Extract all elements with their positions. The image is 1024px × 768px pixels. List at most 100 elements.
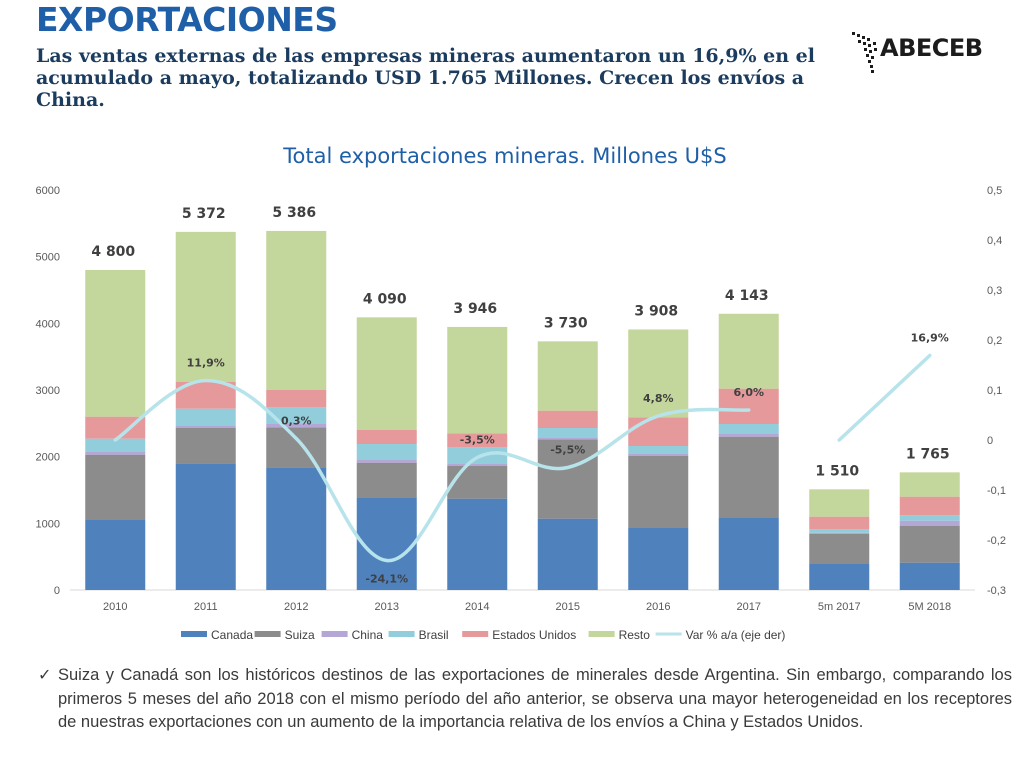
bar-total-label: 3 730	[544, 315, 588, 331]
x-category-label: 2012	[284, 601, 308, 613]
check-icon: ✓	[38, 667, 52, 684]
legend-swatch	[321, 631, 348, 637]
variation-label: 4,8%	[643, 392, 674, 405]
variation-label: 11,9%	[187, 357, 225, 370]
bar-segment-brasil	[899, 515, 960, 521]
bar-segment-suiza	[718, 436, 779, 518]
variation-label: -24,1%	[365, 573, 408, 586]
abeceb-logo: ABECEB	[848, 28, 998, 86]
bar-segment-resto	[809, 489, 870, 517]
bar-segment-suiza	[175, 428, 236, 464]
variation-label: -3,5%	[460, 434, 495, 447]
note-text: Suiza y Canadá son los históricos destin…	[58, 666, 1012, 731]
y-tick-label: 3000	[36, 385, 60, 397]
commentary-note: ✓ Suiza y Canadá son los históricos dest…	[38, 664, 1012, 735]
bar-segment-brasil	[356, 444, 417, 460]
bar-segment-estados-unidos	[266, 390, 327, 408]
bar-segment-brasil	[447, 447, 508, 464]
bar-segment-suiza	[537, 439, 598, 519]
bar-segment-china	[175, 426, 236, 428]
x-category-label: 5m 2017	[818, 601, 861, 613]
x-category-label: 2013	[375, 601, 399, 613]
bar-segment-resto	[628, 329, 689, 418]
variation-label: 6,0%	[733, 386, 764, 399]
y2-tick-label: 0,4	[987, 235, 1002, 247]
bar-segment-brasil	[175, 408, 236, 426]
x-category-label: 2017	[737, 601, 761, 613]
bar-total-label: 4 143	[725, 288, 769, 304]
legend-label: Brasil	[419, 628, 449, 642]
page-subtitle: Las ventas externas de las empresas mine…	[36, 45, 815, 111]
y-tick-label: 0	[54, 585, 60, 597]
bar-segment-resto	[175, 231, 236, 382]
bar-segment-suiza	[356, 462, 417, 498]
y2-tick-label: -0,2	[987, 535, 1006, 547]
bar-segment-china	[356, 460, 417, 463]
bar-segment-china	[85, 452, 146, 455]
bar-segment-brasil	[628, 446, 689, 454]
y-tick-label: 4000	[36, 318, 60, 330]
exports-chart: Total exportaciones mineras. Millones U$…	[36, 144, 1006, 642]
bar-segment-resto	[85, 270, 146, 417]
bar-segment-resto	[899, 472, 960, 497]
variation-label: 16,9%	[911, 332, 949, 345]
y-tick-label: 5000	[36, 252, 60, 264]
page-title: EXPORTACIONES	[36, 0, 338, 39]
bar-segment-suiza	[447, 466, 508, 499]
bar-segment-china	[628, 454, 689, 456]
bar-total-label: 3 908	[634, 303, 678, 319]
legend-label: China	[352, 628, 384, 642]
x-category-label: 5M 2018	[908, 601, 951, 613]
bar-segment-china	[809, 532, 870, 534]
bar-segment-brasil	[266, 407, 327, 424]
bar-segment-brasil	[718, 424, 779, 434]
bar-segment-china	[537, 438, 598, 440]
bar-total-label: 5 386	[272, 205, 316, 221]
bar-segment-china	[266, 424, 327, 428]
bar-segment-estados-unidos	[809, 516, 870, 530]
bar-segment-canada	[718, 518, 779, 590]
logo-text: ABECEB	[880, 34, 983, 62]
x-category-label: 2010	[103, 601, 127, 613]
bar-segment-suiza	[809, 534, 870, 564]
bar-segment-canada	[447, 498, 508, 590]
x-category-label: 2015	[556, 601, 580, 613]
bar-segment-china	[718, 434, 779, 437]
bar-segment-estados-unidos	[356, 430, 417, 444]
variation-line-segment	[113, 378, 751, 563]
bar-segment-resto	[356, 317, 417, 430]
bar-segment-estados-unidos	[85, 416, 146, 439]
y2-tick-label: 0	[987, 435, 993, 447]
legend-swatch	[181, 631, 207, 637]
x-category-label: 2014	[465, 601, 489, 613]
legend-swatch	[254, 631, 281, 637]
legend-label: Canada	[211, 628, 253, 642]
legend-label: Estados Unidos	[492, 628, 576, 642]
bar-segment-canada	[537, 518, 598, 590]
bar-segment-suiza	[899, 526, 960, 563]
y2-tick-label: 0,5	[987, 185, 1002, 197]
y-tick-label: 2000	[36, 452, 60, 464]
bar-segment-china	[447, 463, 508, 466]
legend-swatch	[462, 631, 489, 637]
legend-swatch	[388, 631, 415, 637]
bar-segment-canada	[266, 467, 327, 590]
bar-segment-canada	[809, 564, 870, 590]
legend-swatch	[588, 631, 615, 637]
bar-segment-estados-unidos	[447, 433, 508, 448]
variation-label: 0,3%	[281, 415, 312, 428]
y2-axis-ticks: -0,3 -0,2 -0,1 0 0,1 0,2 0,3 0,4 0,5	[987, 185, 1006, 597]
y2-tick-label: 0,2	[987, 335, 1002, 347]
variation-line	[113, 353, 932, 563]
y2-tick-label: 0,1	[987, 385, 1002, 397]
bar-total-label: 5 372	[182, 206, 226, 222]
legend-label: Var % a/a (eje der)	[686, 628, 786, 642]
bar-total-label: 4 090	[363, 291, 407, 307]
bar-total-label: 3 946	[453, 301, 497, 317]
bar-segment-brasil	[809, 529, 870, 533]
chart-title: Total exportaciones mineras. Millones U$…	[282, 144, 726, 168]
bar-segment-estados-unidos	[899, 496, 960, 516]
bar-segment-brasil	[537, 428, 598, 438]
bar-segment-suiza	[628, 456, 689, 528]
x-category-label: 2016	[646, 601, 670, 613]
